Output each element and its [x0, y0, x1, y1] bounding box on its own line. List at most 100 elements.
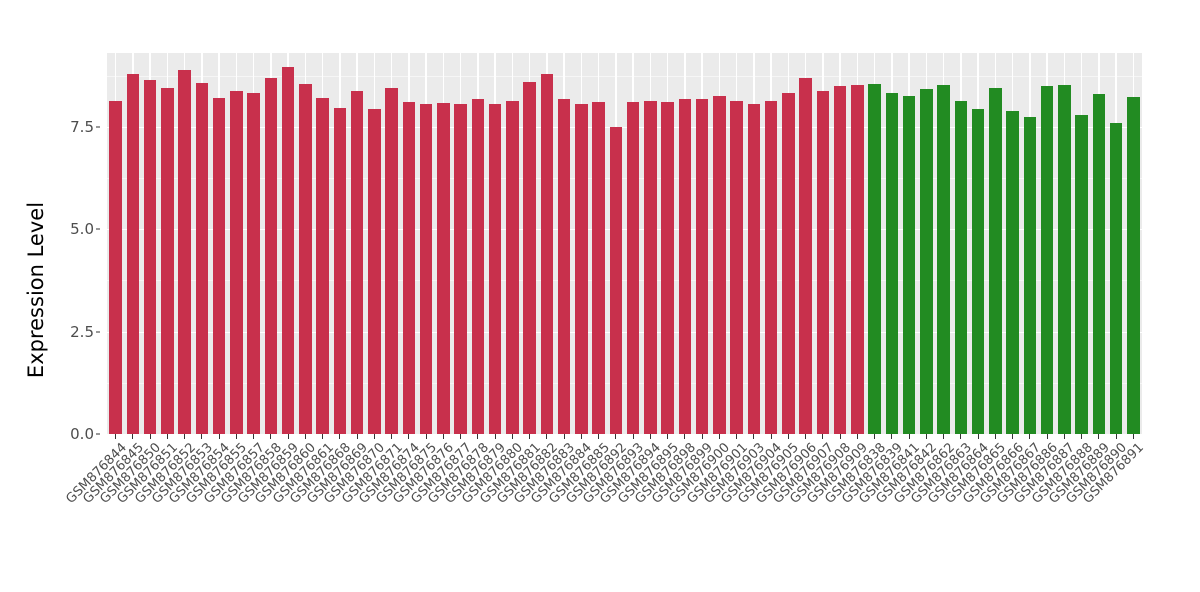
x-axis-tick-mark	[201, 434, 203, 439]
bar	[109, 100, 122, 434]
x-axis-tick-mark	[132, 434, 134, 439]
bar	[1040, 85, 1054, 434]
y-axis-tick-mark	[96, 228, 100, 230]
bar	[764, 100, 778, 434]
x-axis-tick-mark	[598, 434, 600, 439]
x-axis-tick-mark	[736, 434, 738, 439]
x-axis-tick-mark	[460, 434, 462, 439]
bar	[299, 83, 312, 434]
bar	[799, 77, 812, 434]
x-axis-tick-mark	[994, 434, 996, 439]
bar	[368, 109, 381, 434]
bar	[1109, 122, 1123, 434]
x-axis-tick-mark	[1098, 434, 1100, 439]
x-axis-tick-mark	[356, 434, 358, 439]
x-axis-tick-mark	[1115, 434, 1117, 439]
bar	[1075, 115, 1088, 434]
x-axis-tick-mark	[753, 434, 755, 439]
bar	[523, 81, 536, 434]
gridline-major	[107, 126, 1142, 129]
x-axis-tick-mark	[218, 434, 220, 439]
bar	[1092, 93, 1106, 434]
x-axis-tick-mark	[839, 434, 841, 439]
x-axis-tick-mark	[339, 434, 341, 439]
x-axis-tick-mark	[511, 434, 513, 439]
x-axis-tick-mark	[494, 434, 496, 439]
bar	[454, 104, 467, 434]
bar	[333, 108, 347, 434]
gridline-major	[107, 331, 1142, 333]
bar	[126, 74, 140, 434]
x-axis-tick-mark	[908, 434, 910, 439]
x-axis-tick-mark	[874, 434, 876, 439]
bar	[609, 126, 623, 434]
x-axis-tick-mark	[770, 434, 772, 439]
bar	[851, 84, 864, 434]
x-axis-tick-mark	[649, 434, 651, 439]
x-axis-tick-marks	[107, 434, 1142, 440]
x-axis-tick-mark	[235, 434, 237, 439]
bar	[281, 67, 295, 434]
x-axis-tick-mark	[701, 434, 703, 439]
bar	[954, 100, 968, 434]
bar	[989, 87, 1002, 434]
y-axis-tick-label: 5.0	[70, 220, 94, 239]
x-axis-tick-mark	[546, 434, 548, 439]
x-axis-tick-mark	[477, 434, 479, 439]
x-axis-tick-mark	[322, 434, 324, 439]
x-axis-tick-mark	[1046, 434, 1048, 439]
bar	[161, 87, 174, 434]
x-axis-tick-mark	[270, 434, 272, 439]
bar-series	[107, 53, 1142, 434]
x-axis-tick-mark	[787, 434, 789, 439]
x-axis-tick-mark	[856, 434, 858, 439]
x-axis-tick-mark	[684, 434, 686, 439]
x-axis-tick-mark	[408, 434, 410, 439]
x-axis-tick-mark	[960, 434, 962, 439]
plot-panel	[107, 53, 1142, 434]
x-axis-tick-mark	[977, 434, 979, 439]
bar	[178, 70, 191, 434]
bar	[247, 92, 260, 434]
bar	[212, 98, 226, 434]
x-axis-tick-mark	[304, 434, 306, 439]
chart-figure: Expression Level 0.0 2.5 5.0 7.5 GSM876844 G…	[24, 53, 1148, 507]
x-axis-tick-mark	[287, 434, 289, 439]
x-axis-tick-mark	[184, 434, 186, 439]
bar	[316, 98, 329, 434]
y-axis-tick-mark	[96, 331, 100, 333]
bar	[920, 88, 933, 434]
gridline-major	[107, 229, 1142, 231]
bar	[782, 92, 795, 434]
x-axis-tick-mark	[149, 434, 151, 439]
bar	[885, 92, 899, 434]
bar	[1127, 96, 1140, 434]
x-axis-tick-mark	[166, 434, 168, 439]
x-axis-tick-mark	[805, 434, 807, 439]
x-axis-tick-mark	[822, 434, 824, 439]
bar	[488, 104, 502, 434]
gridline-minor	[107, 75, 1142, 77]
bar	[575, 104, 588, 434]
bar	[730, 100, 743, 434]
bar	[695, 98, 709, 434]
bar	[471, 98, 485, 434]
x-axis-tick-mark	[943, 434, 945, 439]
x-axis-tick-mark	[667, 434, 669, 439]
bar	[437, 102, 450, 434]
y-axis-tick-label: 7.5	[70, 117, 94, 136]
bar	[816, 90, 830, 434]
bar	[747, 104, 761, 434]
x-axis-tick-mark	[115, 434, 117, 439]
bar	[678, 98, 692, 434]
bar	[833, 85, 847, 434]
gridline-minor	[107, 280, 1142, 282]
bar	[1006, 111, 1019, 434]
gridline-minor	[107, 382, 1142, 384]
x-axis-tick-mark	[580, 434, 582, 439]
x-axis-tick-mark	[615, 434, 617, 439]
x-axis-tick-mark	[425, 434, 427, 439]
bar	[385, 87, 398, 434]
y-axis-title-text: Expression Level	[24, 201, 48, 379]
bar	[971, 109, 985, 434]
